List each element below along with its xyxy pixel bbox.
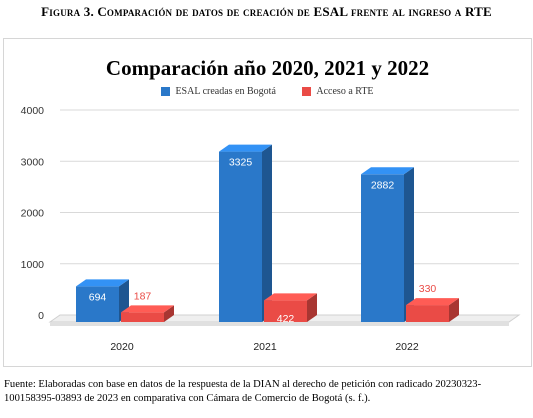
legend-item-esal: ESAL creadas en Bogotá: [161, 86, 276, 97]
x-tick-label: 2020: [110, 341, 134, 353]
chart-container: Comparación año 2020, 2021 y 2022 ESAL c…: [3, 38, 532, 367]
y-tick-label: 0: [38, 310, 44, 322]
figure-caption: Figura 3. Comparación de datos de creaci…: [41, 4, 492, 19]
data-label-rte: 330: [419, 283, 437, 295]
bar-front-esal: [361, 174, 404, 322]
y-tick-label: 3000: [21, 156, 45, 168]
bar-front-esal: [76, 286, 119, 322]
y-tick-label: 1000: [21, 259, 45, 271]
data-label-esal: 3325: [229, 157, 253, 169]
source-note-line-2: 100158395-03893 de 2023 en comparativa c…: [4, 393, 371, 404]
bar-front-rte: [121, 312, 164, 322]
bar-side-rte: [164, 305, 174, 322]
y-tick-label: 2000: [21, 208, 45, 220]
chart-floor-edge: [50, 322, 509, 326]
legend-label-esal: ESAL creadas en Bogotá: [175, 86, 276, 97]
data-label-rte: 187: [134, 290, 152, 302]
x-tick-label: 2022: [395, 341, 419, 353]
data-label-esal: 2882: [371, 179, 395, 191]
bar-top-esal: [219, 144, 272, 152]
source-note-line-1: Fuente: Elaboradas con base en datos de …: [4, 379, 482, 390]
legend-item-rte: Acceso a RTE: [302, 86, 374, 97]
x-tick-label: 2021: [253, 341, 277, 353]
bar-top-rte: [406, 298, 459, 306]
chart-legend: ESAL creadas en Bogotá Acceso a RTE: [4, 86, 531, 99]
bar-top-rte: [121, 305, 174, 313]
bar-front-rte: [406, 305, 449, 322]
source-note: Fuente: Elaboradas con base en datos de …: [4, 378, 532, 406]
legend-swatch-esal: [161, 87, 171, 96]
bar-side-esal: [404, 167, 414, 322]
bar-side-rte: [307, 293, 317, 322]
bar-chart-plot: 0 1000 2000 3000 4000 694 3325 2882 187 422 330 202…: [21, 105, 521, 353]
chart-title: Comparación año 2020, 2021 y 2022: [105, 56, 430, 80]
bar-side-rte: [449, 298, 459, 322]
bar-top-rte: [264, 293, 317, 301]
legend-label-rte: Acceso a RTE: [316, 86, 374, 97]
legend-swatch-rte: [302, 87, 312, 96]
data-label-esal: 694: [89, 291, 107, 303]
bar-front-esal: [219, 151, 262, 322]
bar-front-rte: [264, 300, 307, 322]
y-tick-label: 4000: [21, 105, 45, 117]
bar-side-esal: [262, 144, 272, 322]
bar-top-esal: [361, 167, 414, 175]
data-label-rte: 422: [277, 313, 295, 325]
bar-top-esal: [76, 279, 129, 287]
